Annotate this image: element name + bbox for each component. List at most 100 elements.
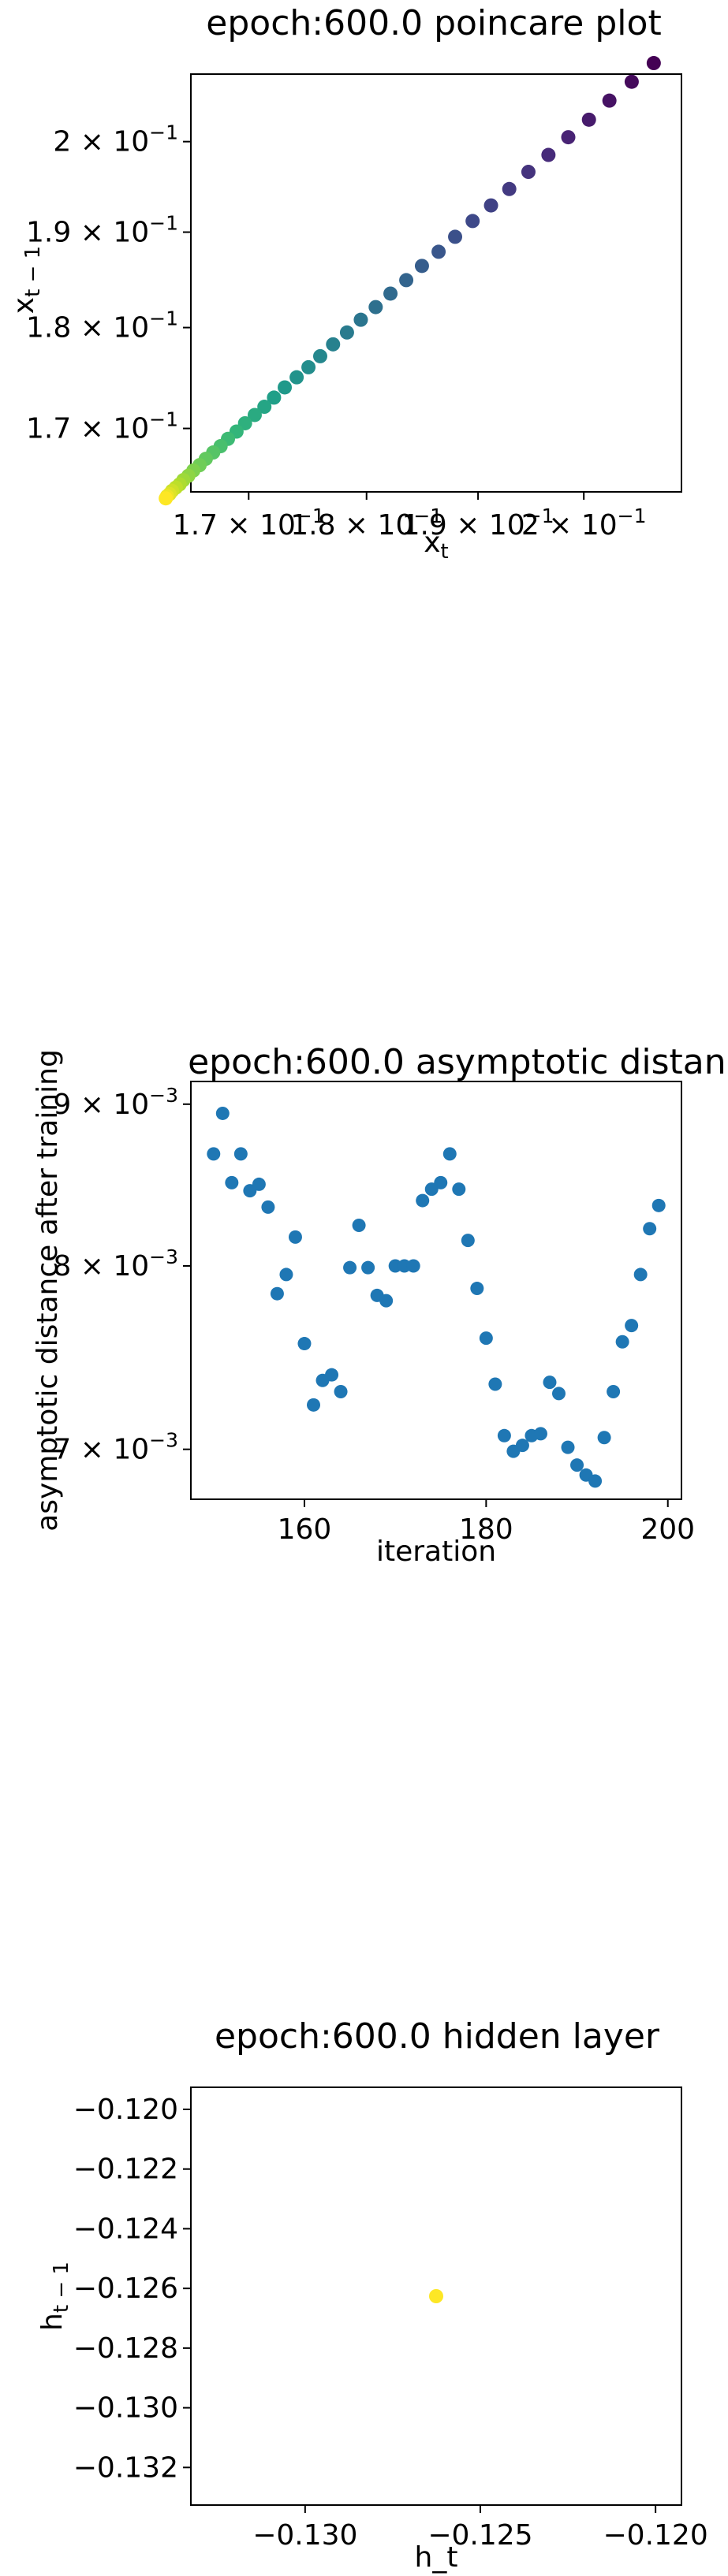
hidden-y-ticks: −0.132 −0.130 −0.128 −0.126 −0.124 −0.122 −0.1…: [73, 2094, 191, 2484]
data-point: [233, 1147, 248, 1161]
data-point: [552, 1387, 566, 1401]
y-tick-label: −0.122: [73, 2153, 178, 2186]
data-point: [625, 1319, 639, 1333]
data-point: [261, 1200, 275, 1214]
data-point: [257, 400, 272, 415]
y-tick-label: −0.132: [73, 2451, 178, 2484]
data-point: [607, 1385, 621, 1399]
data-point: [406, 1259, 420, 1273]
data-point: [289, 370, 304, 385]
y-tick-label: −0.130: [73, 2392, 178, 2425]
data-point: [383, 286, 398, 301]
hidden-x-ticks: −0.130 −0.125 −0.120: [252, 2505, 708, 2552]
data-point: [646, 56, 661, 71]
y-tick-label: 7 × 10−3: [53, 1429, 178, 1466]
data-point: [479, 1331, 493, 1346]
x-tick-label: 2 × 10−1: [521, 504, 647, 542]
y-tick-label: 8 × 10−3: [53, 1245, 178, 1282]
data-point: [267, 390, 282, 405]
data-point: [643, 1222, 657, 1236]
data-point: [488, 1377, 502, 1391]
data-point: [416, 1193, 430, 1208]
poincare-plot-frame: [190, 73, 682, 493]
data-point: [301, 359, 316, 374]
data-point: [159, 491, 174, 506]
asymptotic-x-ticks: 160 180 200: [278, 1499, 695, 1546]
asymptotic-y-ticks: 7 × 10−3 8 × 10−3 9 × 10−3: [53, 1084, 191, 1466]
data-point: [543, 1375, 557, 1390]
data-point: [353, 312, 368, 327]
data-point: [497, 1428, 511, 1442]
hidden-y-axis-label: ht − 1: [36, 2261, 73, 2331]
y-tick-label: 2 × 10−1: [53, 121, 178, 158]
data-point: [307, 1398, 320, 1412]
data-point: [326, 337, 341, 352]
data-point: [461, 1234, 475, 1248]
poincare-plot-title: epoch:600.0 poincare plot: [206, 3, 661, 43]
data-point: [343, 1260, 357, 1275]
data-point: [624, 74, 639, 89]
x-tick-label: 160: [278, 1513, 332, 1546]
x-tick-label: −0.120: [603, 2519, 708, 2552]
data-point: [561, 130, 576, 145]
hidden-points: [429, 2289, 443, 2303]
data-point: [429, 2289, 443, 2303]
data-point: [452, 1182, 466, 1197]
data-point: [602, 93, 617, 108]
y-tick-label: 1.8 × 10−1: [26, 307, 178, 344]
data-point: [541, 147, 556, 162]
data-point: [448, 229, 463, 244]
data-point: [581, 112, 596, 127]
data-point: [561, 1440, 575, 1454]
data-point: [597, 1431, 611, 1445]
x-tick-label: 1.7 × 10−1: [173, 504, 325, 542]
data-point: [297, 1337, 312, 1351]
x-tick-label: 200: [640, 1513, 695, 1546]
y-tick-label: −0.128: [73, 2332, 178, 2365]
y-tick-label: 9 × 10−3: [53, 1084, 178, 1121]
data-point: [533, 1427, 547, 1441]
hidden-layer-chart: epoch:600.0 hidden layer −0.130 −0.125 −0.…: [36, 2016, 708, 2574]
asymptotic-x-axis-label: iteration: [376, 1536, 496, 1568]
data-point: [252, 1177, 266, 1191]
data-point: [215, 1106, 230, 1120]
data-point: [207, 1147, 221, 1161]
data-point: [570, 1458, 584, 1472]
poincare-points: [159, 56, 661, 506]
data-point: [651, 1198, 666, 1212]
data-point: [270, 1286, 284, 1301]
data-point: [515, 1439, 529, 1453]
data-point: [483, 198, 498, 213]
asymptotic-distance-title: epoch:600.0 asymptotic distance: [188, 1042, 728, 1082]
asymptotic-points: [207, 1106, 666, 1488]
poincare-plot-chart: epoch:600.0 poincare plot 1.7 × 10−1 1.8 …: [8, 3, 682, 564]
data-point: [312, 348, 327, 363]
data-point: [442, 1147, 457, 1161]
hidden-x-axis-label: h_t: [415, 2541, 458, 2574]
asymptotic-y-axis-label: asymptotic distance after training: [32, 1049, 64, 1532]
data-point: [434, 1175, 448, 1189]
y-tick-label: −0.124: [73, 2213, 178, 2245]
data-point: [334, 1385, 348, 1399]
data-point: [615, 1335, 629, 1349]
y-tick-label: −0.126: [73, 2273, 178, 2305]
data-point: [247, 408, 262, 423]
data-point: [414, 259, 429, 274]
data-point: [325, 1368, 339, 1382]
poincare-y-axis-label: xt − 1: [8, 246, 45, 314]
data-point: [278, 380, 293, 395]
data-point: [588, 1474, 603, 1488]
x-tick-label: 1.9 × 10−1: [402, 504, 554, 542]
data-point: [502, 181, 517, 196]
data-point: [352, 1219, 366, 1233]
hidden-layer-title: epoch:600.0 hidden layer: [215, 2016, 660, 2057]
x-tick-label: −0.125: [427, 2519, 532, 2552]
data-point: [379, 1294, 394, 1308]
data-point: [399, 273, 414, 288]
hidden-layer-frame: [190, 2086, 682, 2506]
data-point: [465, 214, 480, 229]
y-tick-label: −0.120: [73, 2094, 178, 2126]
data-point: [225, 1175, 239, 1189]
data-point: [521, 165, 536, 180]
